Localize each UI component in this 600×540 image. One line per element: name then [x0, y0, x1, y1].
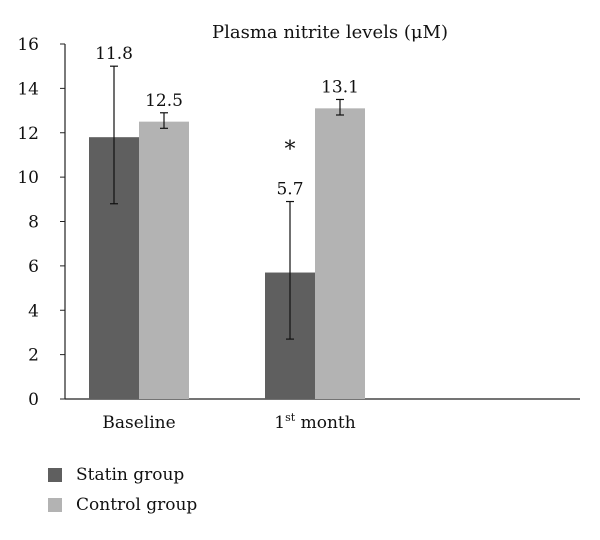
bar: [315, 108, 365, 399]
legend-label-control: Control group: [76, 495, 198, 515]
y-tick-label: 2: [28, 346, 39, 366]
y-tick-label: 0: [28, 390, 39, 410]
legend: Statin group Control group: [48, 460, 197, 520]
chart-title: Plasma nitrite levels (μM): [212, 22, 448, 43]
data-label: 13.1: [321, 77, 359, 97]
y-tick-label: 8: [28, 213, 39, 233]
data-label: 12.5: [145, 91, 183, 111]
y-tick-label: 10: [17, 168, 39, 188]
y-tick-label: 4: [28, 301, 39, 321]
data-label: 5.7: [276, 180, 303, 200]
x-tick-label: 1st month: [274, 411, 355, 433]
y-tick-label: 16: [17, 35, 39, 55]
legend-item-statin: Statin group: [48, 460, 197, 490]
y-tick-label: 12: [17, 124, 39, 144]
data-label: 11.8: [95, 44, 133, 64]
legend-swatch-statin: [48, 468, 62, 482]
legend-label-statin: Statin group: [76, 465, 185, 485]
x-tick-label: Baseline: [102, 413, 175, 433]
bar-chart: Plasma nitrite levels (μM) 0 2 4 6 8 10 12 14 16…: [17, 22, 580, 433]
significance-marker: *: [285, 138, 296, 163]
bar: [139, 121, 189, 399]
y-tick-label: 6: [28, 257, 39, 277]
legend-item-control: Control group: [48, 490, 197, 520]
legend-swatch-control: [48, 498, 62, 512]
y-tick-label: 14: [17, 79, 39, 99]
